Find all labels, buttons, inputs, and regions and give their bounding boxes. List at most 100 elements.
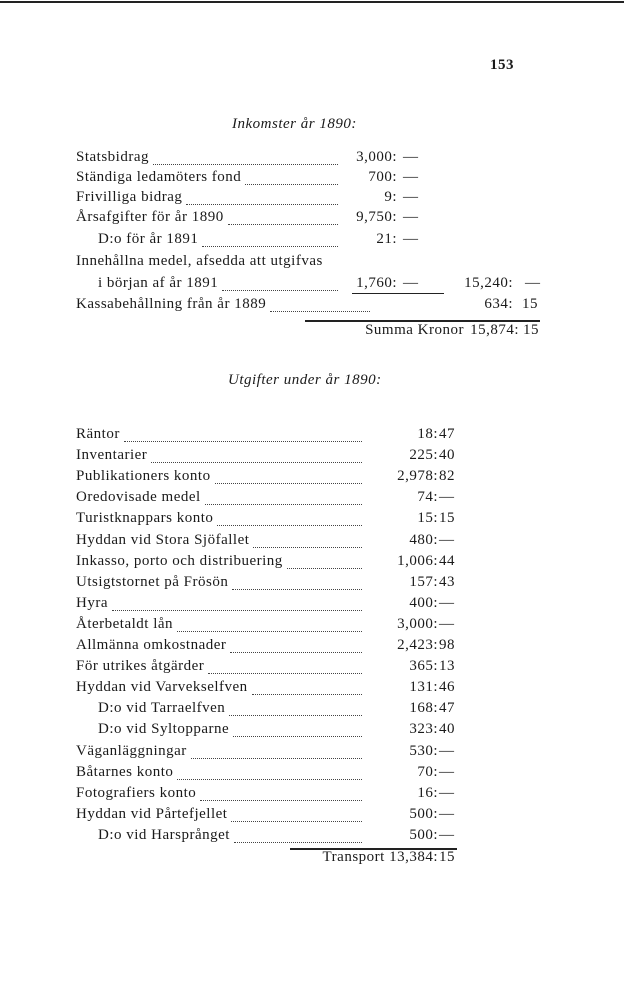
row-ore: 46 xyxy=(439,679,455,696)
expense-row: Inkasso, porto och distribuering xyxy=(76,553,364,573)
dot-leader xyxy=(286,567,362,569)
dot-leader xyxy=(200,799,362,801)
row-amount: 9,750: xyxy=(356,209,397,225)
expense-row: För utrikes åtgärder xyxy=(76,658,364,678)
dot-leader xyxy=(202,246,338,247)
row-amount: 323: xyxy=(409,721,438,738)
expense-row: Återbetaldt lån xyxy=(76,616,364,636)
expense-row: Turistknappars konto xyxy=(76,510,364,530)
row-subtotal-ore: — xyxy=(525,275,541,291)
dot-leader xyxy=(222,290,338,291)
income-row: i början af år 1891 xyxy=(98,275,340,295)
row-amount: 2,423: xyxy=(397,637,438,653)
expenses-total-rule xyxy=(290,848,457,850)
row-amount: 1,760: xyxy=(356,275,397,291)
dot-leader xyxy=(270,311,370,312)
row-amount: 9: xyxy=(384,189,397,205)
expense-row: Allmänna omkostnader xyxy=(76,637,364,657)
row-ore: 47 xyxy=(439,426,455,442)
row-ore: 15 xyxy=(439,510,455,527)
row-ore: — xyxy=(439,531,455,548)
income-total: 15,874: xyxy=(470,322,519,338)
expenses-heading: Utgifter under år 1890: xyxy=(228,372,382,388)
row-ore: — xyxy=(439,763,455,780)
income-row: Innehållna medel, afsedda att utgifvas xyxy=(76,253,340,273)
dot-leader xyxy=(153,164,338,165)
row-label: D:o vid Syltopparne xyxy=(98,721,230,738)
row-label: Hyddan vid Varvekselfven xyxy=(76,679,248,696)
row-label: Statsbidrag xyxy=(76,149,149,165)
row-label: Inventarier xyxy=(76,447,148,464)
row-ore: — xyxy=(439,784,455,801)
income-total-ore: 15 xyxy=(523,322,539,338)
expense-row: Inventarier xyxy=(76,447,364,467)
row-ore: 40 xyxy=(439,447,455,464)
row-amount: 16: xyxy=(417,784,438,801)
dot-leader xyxy=(232,588,362,590)
page-number: 153 xyxy=(490,57,514,73)
income-total-rule xyxy=(305,320,540,322)
row-label: Publikationers konto xyxy=(76,468,211,485)
income-total-label: Summa Kronor xyxy=(365,322,464,338)
row-label: Väganläggningar xyxy=(76,742,187,759)
row-ore: — xyxy=(403,275,419,291)
dot-leader xyxy=(214,483,362,485)
dot-leader xyxy=(208,673,362,675)
row-amount: 3,000: xyxy=(356,149,397,165)
row-label: Årsafgifter för år 1890 xyxy=(76,209,224,225)
row-amount: 1,006: xyxy=(397,552,438,569)
income-heading: Inkomster år 1890: xyxy=(232,116,357,132)
row-ore: — xyxy=(403,209,419,225)
row-ore: — xyxy=(403,149,419,165)
dot-leader xyxy=(190,757,362,759)
row-amount: 365: xyxy=(409,658,438,675)
row-label: Utsigtstornet på Frösön xyxy=(76,573,229,590)
row-ore: 43 xyxy=(439,573,455,590)
dot-leader xyxy=(217,525,362,527)
dot-leader xyxy=(253,546,362,548)
expense-row: Publikationers konto xyxy=(76,468,364,488)
expense-row: Väganläggningar xyxy=(76,743,364,763)
dot-leader xyxy=(204,504,362,506)
row-label: Frivilliga bidrag xyxy=(76,189,183,205)
row-ore: 98 xyxy=(439,637,455,653)
row-amount: 530: xyxy=(409,742,438,759)
row-label: Räntor xyxy=(76,426,120,442)
row-label: Kassabehållning från år 1889 xyxy=(76,296,267,312)
row-subtotal: 15,240: xyxy=(464,275,513,291)
expense-row: D:o vid Syltopparne xyxy=(98,721,364,741)
row-label: Ständiga ledamöters fond xyxy=(76,169,242,185)
row-subtotal-ore: 15 xyxy=(522,296,538,312)
row-ore: — xyxy=(403,169,419,185)
dot-leader xyxy=(186,204,338,205)
row-ore: 40 xyxy=(439,721,455,738)
dot-leader xyxy=(112,609,362,611)
row-amount: 225: xyxy=(409,447,438,464)
row-ore: — xyxy=(439,615,455,632)
row-amount: 700: xyxy=(368,169,397,185)
row-label: Oredovisade medel xyxy=(76,489,201,506)
row-ore: — xyxy=(403,189,419,205)
dot-leader xyxy=(151,462,362,464)
row-label: D:o för år 1891 xyxy=(98,231,199,247)
dot-leader xyxy=(229,715,362,717)
row-label: Fotografiers konto xyxy=(76,784,197,801)
dot-leader xyxy=(231,820,362,822)
expense-row: D:o vid Tarraelfven xyxy=(98,700,364,720)
expenses-total-label: Transport xyxy=(322,849,385,865)
income-row: D:o för år 1891 xyxy=(98,231,340,251)
expense-row: Hyddan vid Pårtefjellet xyxy=(76,806,364,826)
row-ore: — xyxy=(439,489,455,506)
row-label: Turistknappars konto xyxy=(76,510,214,527)
expense-row: Båtarnes konto xyxy=(76,764,364,784)
dot-leader xyxy=(230,652,362,653)
subtotal-rule xyxy=(352,293,444,294)
income-row: Statsbidrag xyxy=(76,149,340,169)
page-top-edge xyxy=(0,1,624,3)
dot-leader xyxy=(177,778,362,780)
income-row: Ständiga ledamöters fond xyxy=(76,169,340,189)
row-amount: 21: xyxy=(376,231,397,247)
row-label: Hyddan vid Pårtefjellet xyxy=(76,805,228,822)
row-amount: 157: xyxy=(409,573,438,590)
expenses-total-ore: 15 xyxy=(439,849,455,865)
